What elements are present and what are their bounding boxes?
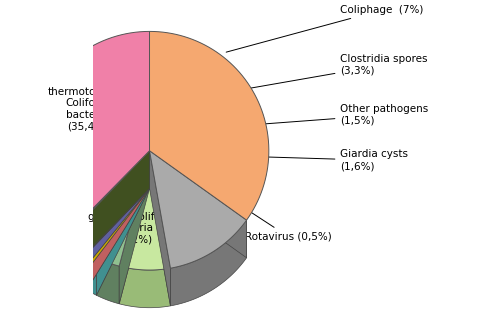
Polygon shape: [86, 151, 150, 257]
Polygon shape: [77, 151, 150, 283]
Polygon shape: [86, 252, 97, 295]
Polygon shape: [66, 151, 150, 273]
Polygon shape: [150, 151, 171, 306]
Text: Coliphage  (7%): Coliphage (7%): [226, 5, 424, 52]
Polygon shape: [150, 151, 246, 258]
Polygon shape: [30, 31, 150, 236]
Polygon shape: [96, 151, 150, 266]
Polygon shape: [96, 151, 150, 295]
Text: Rotavirus (0,5%): Rotavirus (0,5%): [242, 206, 332, 242]
Polygon shape: [67, 151, 150, 274]
Polygon shape: [96, 151, 150, 295]
Polygon shape: [119, 151, 150, 304]
Text: general Coliform
bacteria
(38,2%): general Coliform bacteria (38,2%): [88, 212, 175, 245]
Polygon shape: [74, 151, 150, 281]
Polygon shape: [86, 151, 150, 290]
Polygon shape: [67, 237, 74, 281]
Polygon shape: [77, 151, 150, 283]
Polygon shape: [119, 151, 171, 270]
Polygon shape: [150, 151, 171, 306]
Polygon shape: [86, 151, 150, 290]
Polygon shape: [170, 220, 246, 306]
Polygon shape: [74, 151, 150, 246]
Polygon shape: [74, 151, 150, 281]
Polygon shape: [96, 257, 119, 304]
Text: Other
(12,5%): Other (12,5%): [159, 42, 200, 64]
Polygon shape: [150, 31, 269, 220]
Polygon shape: [77, 246, 86, 290]
Polygon shape: [150, 151, 246, 268]
Polygon shape: [119, 266, 171, 308]
Polygon shape: [66, 151, 150, 237]
Text: Other pathogens
(1,5%): Other pathogens (1,5%): [260, 104, 428, 126]
Polygon shape: [67, 151, 150, 274]
Polygon shape: [77, 151, 150, 252]
Polygon shape: [67, 151, 150, 243]
Text: thermotolerant
Coliform
bacteria
(35,4%): thermotolerant Coliform bacteria (35,4%): [48, 87, 127, 131]
Polygon shape: [74, 243, 77, 283]
Text: Giardia cysts
(1,6%): Giardia cysts (1,6%): [260, 149, 408, 171]
Polygon shape: [66, 236, 67, 274]
Text: Clostridia spores
(3,3%): Clostridia spores (3,3%): [250, 54, 428, 88]
Polygon shape: [119, 151, 150, 304]
